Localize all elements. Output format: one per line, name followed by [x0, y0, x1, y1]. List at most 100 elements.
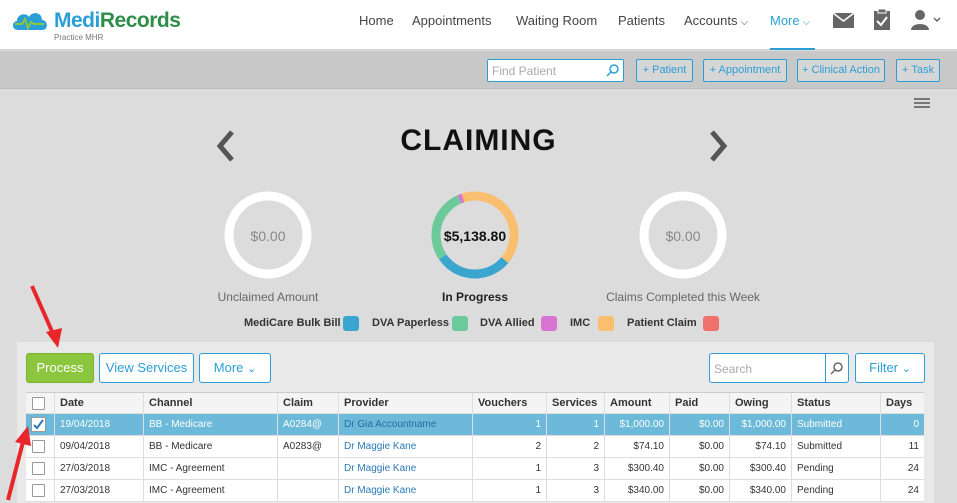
- nav-waiting-room[interactable]: Waiting Room: [516, 13, 598, 28]
- cell-provider-link[interactable]: Dr Gia Accountname: [338, 414, 472, 435]
- cell-vouchers: 1: [472, 458, 546, 479]
- chevron-down-icon: ⌵: [802, 17, 811, 28]
- mail-icon[interactable]: [831, 8, 857, 32]
- cell-services: 3: [546, 480, 604, 501]
- nav-patients[interactable]: Patients: [618, 13, 665, 28]
- table-search-input[interactable]: Search: [709, 353, 849, 383]
- header-services[interactable]: Services: [546, 393, 604, 414]
- cell-owing: $340.00: [729, 480, 791, 501]
- cell-services: 1: [546, 414, 604, 435]
- row-checkbox[interactable]: [32, 462, 45, 475]
- legend-swatch: [703, 316, 719, 331]
- row-select-cell: [26, 458, 54, 479]
- header-claim[interactable]: Claim: [277, 393, 338, 414]
- row-select-cell: [26, 436, 54, 457]
- table-row[interactable]: 27/03/2018 IMC - Agreement Dr Maggie Kan…: [26, 480, 924, 502]
- nav-home[interactable]: Home: [359, 13, 394, 28]
- header-paid[interactable]: Paid: [669, 393, 729, 414]
- completed-week-label: Claims Completed this Week: [606, 290, 760, 304]
- cell-date: 27/03/2018: [54, 480, 143, 501]
- checked-checkbox-icon[interactable]: [31, 417, 46, 432]
- cell-provider-link[interactable]: Dr Maggie Kane: [338, 480, 472, 501]
- app-logo[interactable]: MediRecords Practice MHR: [10, 6, 181, 46]
- find-patient-placeholder: Find Patient: [492, 64, 557, 78]
- header-date[interactable]: Date: [54, 393, 143, 414]
- more-dropdown-label: More: [213, 360, 244, 375]
- header-owing[interactable]: Owing: [729, 393, 791, 414]
- filter-label: Filter: [869, 360, 899, 375]
- cell-claim: [277, 480, 338, 501]
- table-row[interactable]: 19/04/2018 BB - Medicare A0284@ Dr Gia A…: [26, 414, 924, 436]
- cell-amount: $340.00: [604, 480, 669, 501]
- cell-days: 24: [880, 480, 924, 501]
- user-icon[interactable]: [909, 8, 943, 32]
- logo-wordmark: MediRecords: [54, 9, 181, 32]
- header-days[interactable]: Days: [880, 393, 924, 414]
- legend-item-medicare-bulk-bill: MediCare Bulk Bill: [244, 315, 364, 333]
- header-channel[interactable]: Channel: [143, 393, 277, 414]
- cell-provider-link[interactable]: Dr Maggie Kane: [338, 436, 472, 457]
- cell-claim: A0283@: [277, 436, 338, 457]
- add-task-button[interactable]: + Task: [896, 59, 940, 82]
- legend-swatch: [343, 316, 359, 331]
- cell-claim: [277, 458, 338, 479]
- next-arrow-icon[interactable]: [706, 128, 730, 164]
- search-icon[interactable]: [606, 63, 620, 77]
- more-dropdown-button[interactable]: More ⌄: [199, 353, 271, 383]
- add-clinical-action-button[interactable]: + Clinical Action: [797, 59, 885, 82]
- nav-accounts-label: Accounts: [684, 13, 738, 28]
- cell-provider-link[interactable]: Dr Maggie Kane: [338, 458, 472, 479]
- cell-date: 09/04/2018: [54, 436, 143, 457]
- action-bar: Find Patient + Patient + Appointment + C…: [0, 51, 957, 89]
- hamburger-menu-icon[interactable]: [914, 98, 930, 108]
- row-checkbox[interactable]: [32, 484, 45, 497]
- clipboard-check-icon[interactable]: [869, 8, 895, 32]
- legend-label: DVA Paperless: [372, 317, 450, 329]
- cell-channel: BB - Medicare: [143, 414, 277, 435]
- unclaimed-donut: [224, 191, 312, 279]
- legend-item-patient-claim: Patient Claim: [627, 315, 722, 333]
- legend-swatch: [541, 316, 557, 331]
- header-status[interactable]: Status: [791, 393, 880, 414]
- legend-label: IMC: [570, 317, 591, 329]
- cell-services: 3: [546, 458, 604, 479]
- legend-item-dva-paperless: DVA Paperless: [372, 315, 472, 333]
- header-provider[interactable]: Provider: [338, 393, 472, 414]
- cell-paid: $0.00: [669, 480, 729, 501]
- completed-week-value: $0.00: [665, 228, 701, 244]
- find-patient-input[interactable]: Find Patient: [487, 59, 624, 82]
- previous-arrow-icon[interactable]: [214, 128, 238, 164]
- row-select-cell: [26, 480, 54, 501]
- nav-appointments[interactable]: Appointments: [412, 13, 492, 28]
- add-appointment-button[interactable]: + Appointment: [703, 59, 787, 82]
- view-services-button[interactable]: View Services: [99, 353, 194, 383]
- select-all-cell: [26, 393, 54, 414]
- header-vouchers[interactable]: Vouchers: [472, 393, 546, 414]
- process-button[interactable]: Process: [26, 353, 94, 383]
- row-checkbox[interactable]: [32, 440, 45, 453]
- add-patient-button[interactable]: + Patient: [636, 59, 693, 82]
- legend-label: Patient Claim: [627, 317, 697, 329]
- page-title: CLAIMING: [400, 124, 557, 157]
- header-amount[interactable]: Amount: [604, 393, 669, 414]
- cell-date: 19/04/2018: [54, 414, 143, 435]
- filter-dropdown-button[interactable]: Filter ⌄: [855, 353, 925, 383]
- table-row[interactable]: 27/03/2018 IMC - Agreement Dr Maggie Kan…: [26, 458, 924, 480]
- table-row[interactable]: 09/04/2018 BB - Medicare A0283@ Dr Maggi…: [26, 436, 924, 458]
- cloud-logo-icon: [12, 13, 47, 31]
- table-header-row: Date Channel Claim Provider Vouchers Ser…: [26, 392, 924, 414]
- cell-owing: $300.40: [729, 458, 791, 479]
- cell-channel: IMC - Agreement: [143, 458, 277, 479]
- search-icon[interactable]: [830, 361, 844, 375]
- cell-amount: $74.10: [604, 436, 669, 457]
- cell-owing: $74.10: [729, 436, 791, 457]
- legend-swatch: [452, 316, 468, 331]
- nav-accounts[interactable]: Accounts ⌵: [684, 0, 748, 50]
- cell-claim: A0284@: [277, 414, 338, 435]
- cell-status: Pending: [791, 458, 880, 479]
- chevron-down-icon: ⌵: [740, 17, 749, 28]
- cell-status: Pending: [791, 480, 880, 501]
- nav-more[interactable]: More ⌵: [770, 0, 815, 50]
- select-all-checkbox[interactable]: [32, 397, 45, 410]
- cell-vouchers: 2: [472, 436, 546, 457]
